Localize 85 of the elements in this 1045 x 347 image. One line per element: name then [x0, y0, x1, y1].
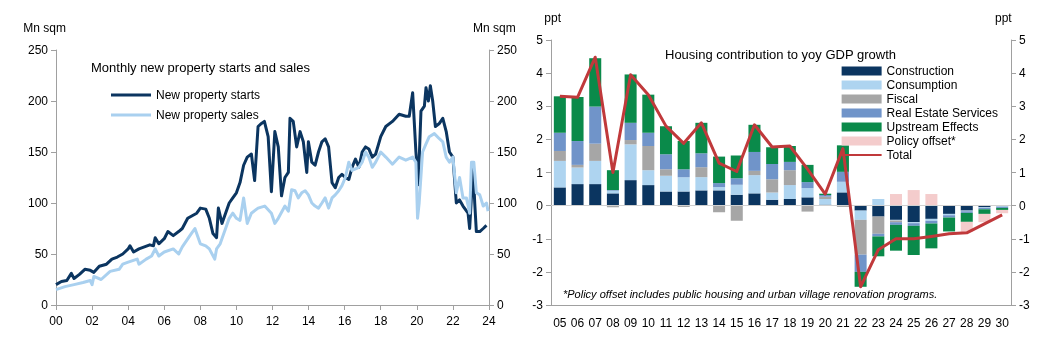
y-tick-label: 200 — [27, 94, 49, 108]
y2-tick-label: -2 — [1019, 264, 1030, 279]
y-tick-label: 5 — [536, 33, 544, 47]
y-axis-title: ppt — [544, 11, 562, 25]
y-tick-label: 3 — [536, 99, 544, 114]
x-tick-label: 17 — [765, 316, 780, 330]
y-tick-label: 150 — [27, 145, 49, 159]
legend-label: Fiscal — [886, 92, 918, 106]
x-tick-label: 26 — [924, 316, 939, 330]
y2-tick-label: 100 — [496, 196, 518, 210]
legend-label: Real Estate Services — [886, 106, 999, 120]
x-tick-label: 29 — [977, 316, 992, 330]
y2-tick-label: 5 — [1019, 33, 1026, 47]
x-tick-label: 13 — [694, 316, 709, 330]
y2-tick-label: 0 — [496, 298, 504, 312]
x-tick-label: 08 — [193, 314, 208, 328]
legend-label: New property sales — [156, 108, 259, 122]
x-tick-label: 25 — [907, 316, 921, 330]
x-tick-label: 18 — [783, 316, 797, 330]
x-tick-label: 30 — [995, 316, 1010, 330]
x-tick-label: 22 — [853, 316, 868, 330]
y2-axis-title: ppt — [995, 11, 1013, 25]
x-tick-label: 04 — [121, 314, 136, 328]
x-tick-label: 15 — [730, 316, 744, 330]
y-tick-label: 4 — [536, 66, 544, 81]
y-tick-label: -3 — [532, 298, 544, 312]
y2-tick-label: 2 — [1019, 132, 1026, 147]
legend-label: Policy offset* — [886, 134, 957, 148]
x-tick-label: 00 — [49, 314, 63, 328]
x-tick-label: 12 — [677, 316, 691, 330]
x-tick-label: 02 — [85, 314, 100, 328]
y-axis-title: Mn sqm — [23, 21, 66, 35]
text: Monthly new property starts and sales — [91, 60, 311, 75]
x-tick-label: 24 — [889, 316, 903, 330]
x-tick-label: 08 — [606, 316, 620, 330]
y-tick-label: 250 — [27, 43, 49, 57]
legend-label: Total — [886, 148, 912, 162]
x-tick-label: 14 — [712, 316, 727, 330]
legend-label: Construction — [886, 64, 954, 78]
x-tick-label: 14 — [301, 314, 316, 328]
y2-tick-label: 1 — [1019, 165, 1026, 180]
x-tick-label: 23 — [871, 316, 886, 330]
y2-tick-label: -1 — [1019, 231, 1030, 246]
x-tick-label: 28 — [960, 316, 974, 330]
x-tick-label: 10 — [229, 314, 244, 328]
x-tick-label: 24 — [482, 314, 496, 328]
x-tick-label: 18 — [374, 314, 388, 328]
y2-tick-label: 0 — [1019, 198, 1026, 213]
y-tick-label: 50 — [34, 247, 49, 261]
text: Housing contribution to yoy GDP growth — [665, 47, 896, 62]
y-tick-label: 0 — [536, 198, 544, 213]
x-tick-label: 16 — [337, 314, 352, 328]
y2-tick-label: -3 — [1019, 298, 1030, 312]
x-tick-label: 10 — [641, 316, 656, 330]
legend-label: Upstream Effects — [886, 120, 979, 134]
legend-label: New property starts — [156, 88, 261, 102]
y-tick-label: -1 — [532, 231, 544, 246]
x-tick-label: 19 — [800, 316, 815, 330]
x-tick-label: 09 — [623, 316, 638, 330]
x-tick-label: 20 — [818, 316, 833, 330]
x-tick-label: 05 — [553, 316, 567, 330]
x-tick-label: 16 — [747, 316, 762, 330]
y-tick-label: 0 — [41, 298, 49, 312]
legend-label: Consumption — [886, 78, 958, 92]
annotation: *Policy offset includes public housing and urban village renovation programs. — [563, 287, 938, 300]
y-tick-label: 2 — [536, 132, 544, 147]
x-tick-label: 06 — [570, 316, 585, 330]
y-tick-label: 1 — [536, 165, 544, 180]
y2-tick-label: 3 — [1019, 99, 1026, 114]
y-tick-label: -2 — [532, 264, 544, 279]
x-tick-label: 12 — [265, 314, 280, 328]
x-tick-label: 11 — [659, 316, 673, 330]
x-tick-label: 27 — [942, 316, 957, 330]
x-tick-label: 22 — [446, 314, 460, 328]
y2-tick-label: 150 — [496, 145, 518, 159]
x-tick-label: 21 — [836, 316, 850, 330]
y2-tick-label: 200 — [496, 94, 518, 108]
y-tick-label: 100 — [27, 196, 49, 210]
y2-tick-label: 50 — [496, 247, 511, 261]
y2-axis-title: Mn sqm — [472, 21, 516, 35]
x-tick-label: 20 — [410, 314, 424, 328]
y2-tick-label: 4 — [1019, 66, 1026, 81]
x-tick-label: 07 — [588, 316, 603, 330]
y2-tick-label: 250 — [496, 43, 518, 57]
x-tick-label: 06 — [157, 314, 172, 328]
